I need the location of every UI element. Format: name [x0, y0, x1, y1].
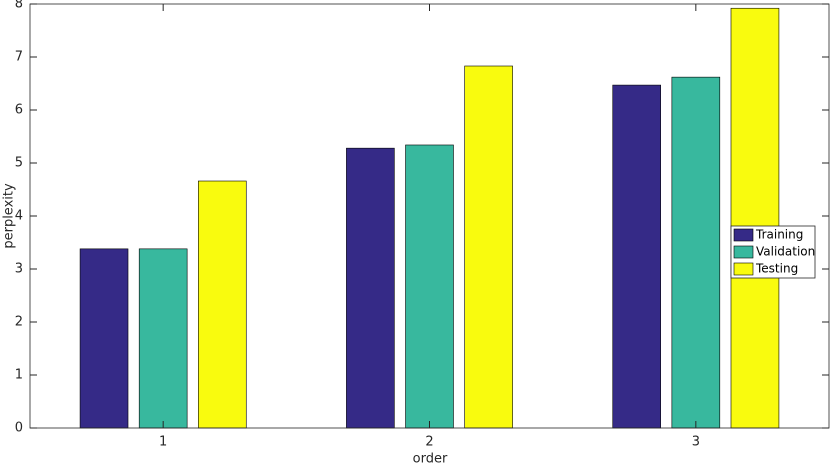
- y-tick-label: 5: [15, 156, 23, 171]
- legend-label: Validation: [756, 245, 815, 259]
- x-axis-label: order: [413, 452, 448, 466]
- legend-swatch: [733, 228, 754, 242]
- x-tick-label: 3: [692, 435, 700, 450]
- y-tick-label: 8: [15, 0, 23, 12]
- legend-label: Testing: [755, 262, 798, 276]
- legend-swatch: [733, 245, 754, 259]
- y-tick-label: 3: [15, 262, 23, 277]
- bar: [612, 84, 661, 429]
- legend: Training Validation Testing: [730, 225, 816, 279]
- legend-label: Training: [755, 228, 803, 242]
- bar: [730, 7, 780, 429]
- y-tick-label: 0: [15, 421, 23, 436]
- y-tick-label: 4: [15, 209, 23, 224]
- y-axis-label: perplexity: [2, 183, 17, 249]
- x-tick-label: 2: [425, 435, 433, 450]
- bar: [464, 65, 513, 429]
- x-tick-label: 1: [159, 435, 167, 450]
- y-tick-label: 1: [15, 368, 23, 383]
- bar: [671, 76, 721, 429]
- y-tick-label: 6: [15, 103, 23, 118]
- legend-swatch: [733, 262, 754, 276]
- y-tick-label: 7: [15, 50, 23, 65]
- bar: [79, 248, 129, 429]
- bar: [346, 147, 395, 429]
- bar: [138, 248, 188, 429]
- bar: [198, 180, 247, 429]
- bar: [405, 144, 454, 429]
- y-tick-label: 2: [15, 315, 23, 330]
